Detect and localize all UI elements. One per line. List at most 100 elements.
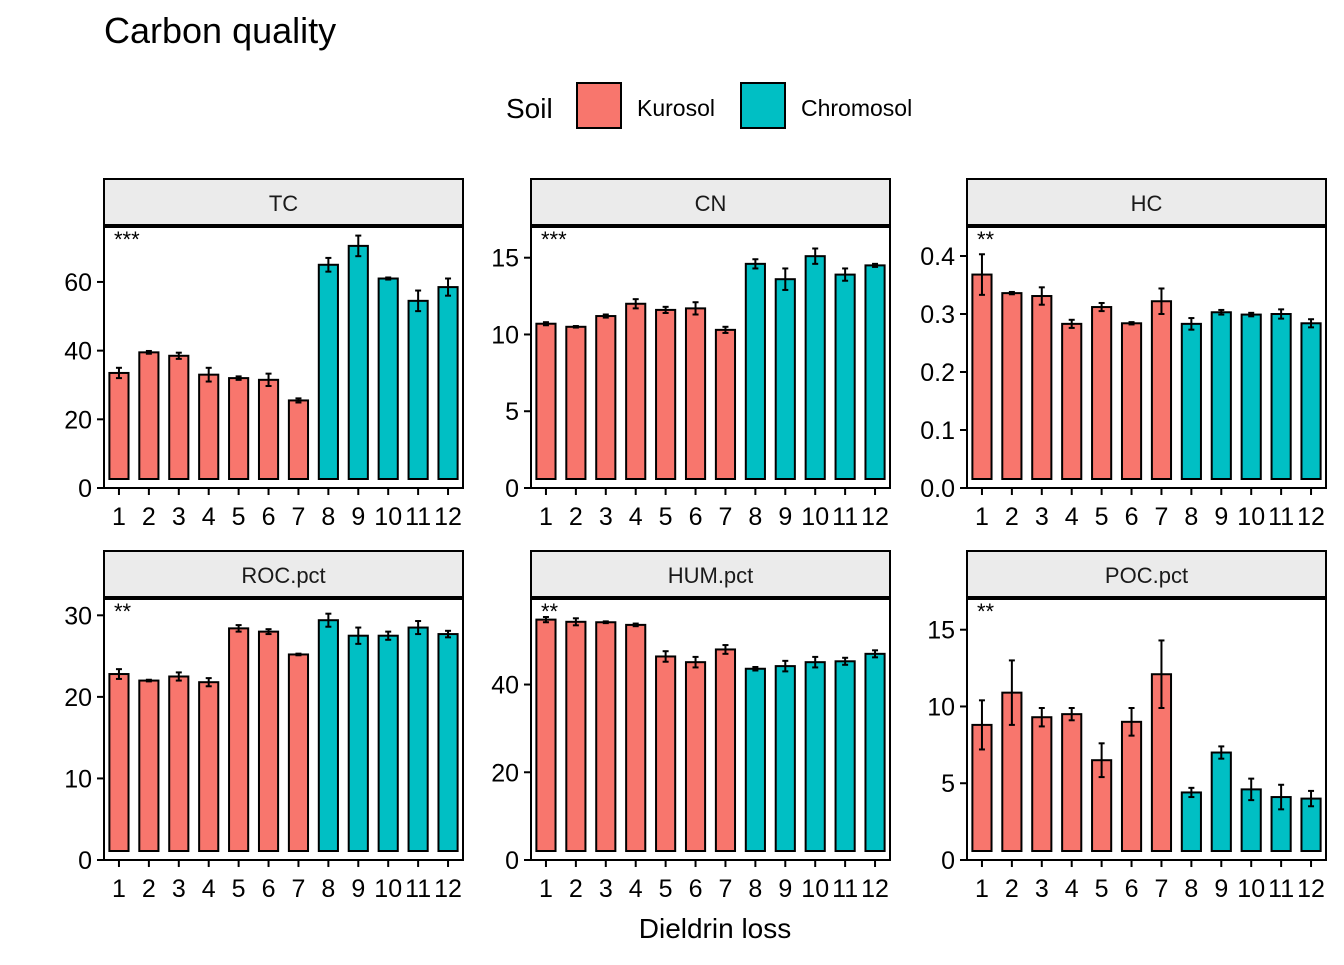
bar-roc-pct-6 <box>257 630 280 852</box>
strip-label-tc: TC <box>269 191 298 216</box>
legend-key-kurosol <box>576 82 622 129</box>
bar-tc-6 <box>257 378 280 480</box>
x-tick-label-roc-pct: 2 <box>142 875 156 903</box>
y-tick-label-hum-pct: 40 <box>491 672 519 700</box>
bar-hum-pct-8 <box>744 667 766 852</box>
y-tick-label-cn: 5 <box>505 398 519 426</box>
x-tick-label-tc: 5 <box>232 503 246 531</box>
y-tick-label-cn: 10 <box>491 321 519 349</box>
x-tick-label-poc-pct: 9 <box>1214 875 1228 903</box>
x-tick-label-hum-pct: 4 <box>629 875 643 903</box>
x-tick-label-hc: 8 <box>1184 503 1198 531</box>
x-tick-label-tc: 1 <box>112 503 126 531</box>
bar-roc-pct-5 <box>228 627 250 852</box>
bar-hc-7 <box>1150 300 1173 480</box>
x-tick-label-hc: 5 <box>1095 503 1109 531</box>
y-tick-label-roc-pct: 0 <box>78 847 92 875</box>
x-tick-label-hum-pct: 5 <box>659 875 673 903</box>
y-tick-label-tc: 20 <box>64 406 92 434</box>
x-tick-label-cn: 4 <box>629 503 643 531</box>
bar-cn-6 <box>684 307 707 480</box>
x-tick-label-tc: 11 <box>405 503 431 531</box>
panel-frame-roc-pct <box>103 598 464 861</box>
bar-tc-5 <box>228 377 250 480</box>
y-tick-label-tc: 0 <box>78 475 92 503</box>
x-tick-label-hum-pct: 6 <box>689 875 703 903</box>
y-tick-label-hum-pct: 0 <box>505 847 519 875</box>
y-tick-label-cn: 0 <box>505 475 519 503</box>
x-axis-label: Dieldrin loss <box>639 913 792 944</box>
bar-roc-pct-10 <box>377 634 399 852</box>
x-tick-label-hum-pct: 3 <box>599 875 613 903</box>
bar-tc-8 <box>317 263 339 480</box>
significance-hum-pct: ** <box>541 599 559 624</box>
y-tick-label-hc: 0.2 <box>920 359 955 387</box>
strip-poc-pct <box>966 550 1327 598</box>
x-tick-label-hc: 11 <box>1268 503 1294 531</box>
x-tick-label-roc-pct: 12 <box>434 875 462 903</box>
x-tick-label-cn: 11 <box>832 503 858 531</box>
y-tick-label-poc-pct: 10 <box>927 693 955 721</box>
x-tick-label-poc-pct: 4 <box>1065 875 1079 903</box>
bar-hum-pct-11 <box>834 660 856 852</box>
bar-tc-12 <box>437 286 459 481</box>
significance-hc: ** <box>977 227 995 252</box>
bar-cn-1 <box>535 322 557 481</box>
x-tick-label-cn: 5 <box>659 503 673 531</box>
bar-cn-9 <box>774 278 796 481</box>
bar-tc-10 <box>377 277 399 480</box>
bar-hc-6 <box>1120 322 1143 480</box>
x-tick-label-roc-pct: 11 <box>405 875 431 903</box>
bar-hc-9 <box>1210 311 1232 481</box>
x-tick-label-cn: 6 <box>689 503 703 531</box>
x-tick-label-poc-pct: 12 <box>1297 875 1325 903</box>
x-tick-label-poc-pct: 11 <box>1268 875 1294 903</box>
bar-tc-11 <box>407 299 429 481</box>
bar-tc-3 <box>168 354 190 480</box>
bar-poc-pct-3 <box>1031 716 1053 852</box>
bar-roc-pct-12 <box>437 633 459 853</box>
bar-hc-12 <box>1300 322 1322 480</box>
y-tick-label-hc: 0.0 <box>920 475 955 503</box>
bar-poc-pct-9 <box>1210 751 1232 853</box>
y-tick-label-tc: 60 <box>64 269 92 297</box>
x-tick-label-hum-pct: 10 <box>801 875 829 903</box>
chart-title: Carbon quality <box>104 10 337 51</box>
bar-poc-pct-8 <box>1180 791 1202 853</box>
x-tick-label-tc: 3 <box>172 503 186 531</box>
x-tick-label-roc-pct: 1 <box>112 875 126 903</box>
x-tick-label-poc-pct: 1 <box>975 875 989 903</box>
bar-roc-pct-9 <box>347 634 369 852</box>
x-tick-label-hc: 10 <box>1237 503 1265 531</box>
significance-roc-pct: ** <box>114 599 132 624</box>
bar-hc-4 <box>1061 322 1083 480</box>
x-tick-label-roc-pct: 7 <box>292 875 306 903</box>
y-tick-label-roc-pct: 30 <box>64 602 92 630</box>
strip-label-poc-pct: POC.pct <box>1105 563 1188 588</box>
bar-cn-2 <box>565 325 587 481</box>
bar-hc-11 <box>1270 313 1292 480</box>
bar-roc-pct-8 <box>317 619 339 852</box>
x-tick-label-hc: 4 <box>1065 503 1079 531</box>
bar-hc-5 <box>1091 306 1113 481</box>
x-tick-label-poc-pct: 5 <box>1095 875 1109 903</box>
x-tick-label-poc-pct: 3 <box>1035 875 1049 903</box>
bar-roc-pct-1 <box>108 673 130 852</box>
bar-hum-pct-9 <box>774 665 796 852</box>
bar-cn-4 <box>625 302 647 480</box>
bar-cn-3 <box>595 315 617 480</box>
bar-hc-3 <box>1031 295 1053 480</box>
bar-roc-pct-3 <box>168 675 190 852</box>
y-tick-label-hc: 0.4 <box>920 243 955 271</box>
bar-cn-11 <box>834 273 856 480</box>
y-tick-label-hc: 0.1 <box>920 417 955 445</box>
bar-tc-4 <box>198 373 220 480</box>
y-tick-label-roc-pct: 20 <box>64 684 92 712</box>
x-tick-label-roc-pct: 9 <box>351 875 365 903</box>
strip-cn <box>530 178 891 226</box>
bar-hum-pct-12 <box>864 652 886 852</box>
panel-frame-hum-pct <box>530 598 891 861</box>
strip-label-hc: HC <box>1131 191 1163 216</box>
x-tick-label-tc: 12 <box>434 503 462 531</box>
